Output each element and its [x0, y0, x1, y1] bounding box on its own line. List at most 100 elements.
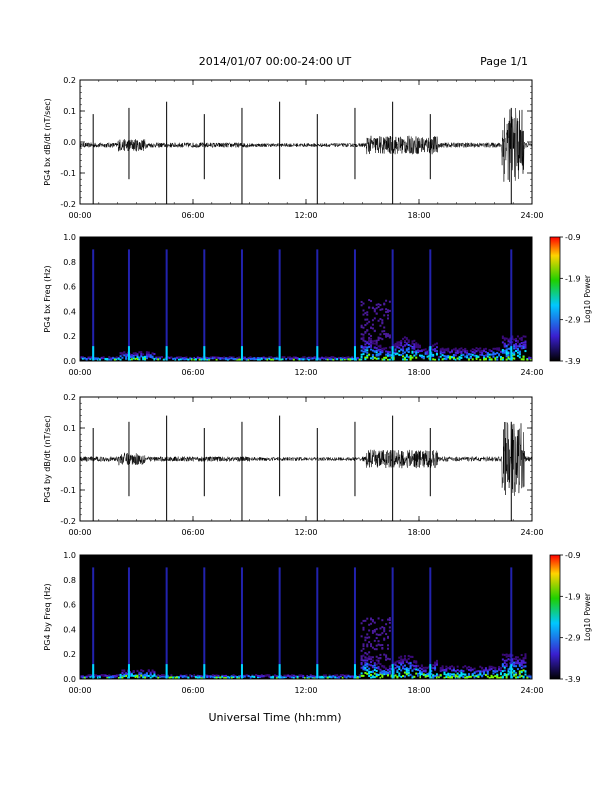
spectrogram-cell [405, 349, 408, 352]
spectrogram-cell [411, 356, 414, 359]
bx-spectrogram-panel: -0.9 -1.9 -2.9 -3.9 Log10 Power 1.0 0.8 0.6 0.4 0… [43, 233, 592, 377]
spectrogram-cell [460, 354, 463, 357]
spectrogram-cell [236, 676, 239, 679]
spectrogram-cell [503, 653, 506, 656]
spectrogram-cell [481, 353, 484, 356]
spectrogram-cell [375, 663, 378, 666]
spectrogram-cell [443, 355, 446, 358]
spectrogram-cell [132, 670, 135, 673]
spectrogram-cell [402, 337, 405, 340]
spectrogram-cell [435, 352, 438, 355]
spectrogram-cell [358, 675, 361, 678]
spectrogram-cell [505, 673, 508, 676]
spectrogram-cell [503, 669, 506, 672]
spectrogram-cell [424, 352, 427, 355]
spectrogram-cell [281, 356, 284, 359]
spectrogram-cell [371, 665, 374, 668]
spectrogram-cell [439, 352, 442, 355]
spectrogram-cell [377, 633, 380, 636]
spectrogram-cell [219, 357, 222, 360]
spectrogram-cell [385, 356, 388, 359]
spectrogram-cell [321, 676, 324, 679]
spectrogram-cell [136, 669, 139, 672]
spectrogram-cell [134, 357, 137, 360]
spectrogram-cell [336, 674, 339, 677]
spectrogram-cell [324, 674, 327, 677]
spectrogram-cell [518, 672, 521, 675]
spectrogram-cell [507, 655, 510, 658]
spectrogram-cell [451, 355, 454, 358]
spectrogram-cell [420, 665, 423, 668]
spectrogram-cell [528, 357, 531, 360]
spectrogram-cell [524, 341, 527, 344]
spectrogram-cell [341, 674, 344, 677]
spectrogram-cell [292, 674, 295, 677]
spectrogram-cell [266, 358, 269, 361]
spectrogram-cell [449, 676, 452, 679]
spectrogram-cell [185, 674, 188, 677]
spectrogram-cell [462, 673, 465, 676]
spectrogram-cell [147, 674, 150, 677]
spectrogram-cell [522, 665, 525, 668]
spectrogram-cell [494, 358, 497, 361]
spectrogram-cell [403, 675, 406, 678]
spectrogram-cell [123, 351, 126, 354]
spectrogram-cell [351, 675, 354, 678]
spectrogram-cell [518, 337, 521, 340]
x-axis-label: Universal Time (hh:mm) [209, 711, 342, 724]
spectrogram-cell [426, 352, 429, 355]
spectrogram-cell [370, 337, 373, 340]
spectrogram-cell [260, 674, 263, 677]
waveform-line [79, 421, 533, 496]
spectrogram-cell [159, 357, 162, 360]
spectrogram-cell [526, 358, 529, 361]
spectrogram-cell [370, 300, 373, 303]
spectrogram-cell [386, 334, 389, 337]
spectrogram-cell [452, 348, 455, 351]
spectrogram-cell [434, 348, 437, 351]
spectrogram-cell [437, 674, 440, 677]
spectrogram-cell [513, 661, 516, 664]
spectrogram-cell [142, 353, 145, 356]
spectrogram-cell [226, 676, 229, 679]
spectrogram-cell [360, 655, 363, 658]
x-tick-label: 24:00 [520, 211, 543, 220]
spectrogram-cell [362, 347, 365, 350]
spectrogram-cell [507, 673, 510, 676]
spectrogram-cell [144, 358, 147, 361]
spectrogram-cell [505, 353, 508, 356]
spectrogram-cell [147, 669, 150, 672]
spectrogram-cell [403, 340, 406, 343]
spectrogram-cell [168, 676, 171, 679]
spectrogram-cell [383, 348, 386, 351]
spectrogram-cell [379, 644, 382, 647]
spectrogram-cell [145, 351, 148, 354]
spectrogram-cell [270, 676, 273, 679]
spectrogram-spike-core [127, 664, 130, 679]
spectrogram-cell [381, 632, 384, 635]
spectrogram-cell [386, 644, 389, 647]
spectrogram-spike-core [429, 664, 432, 679]
spectrogram-cell [445, 673, 448, 676]
spectrogram-cell [505, 349, 508, 352]
spectrogram-cell [402, 675, 405, 678]
spectrogram-cell [503, 665, 506, 668]
spectrogram-cell [360, 324, 363, 327]
spectrogram-cell [345, 356, 348, 359]
spectrogram-cell [174, 676, 177, 679]
spectrogram-cell [253, 675, 256, 678]
spectrogram-cell [503, 344, 506, 347]
spectrogram-cell [486, 675, 489, 678]
spectrogram-cell [366, 669, 369, 672]
spectrogram-cell [232, 675, 235, 678]
spectrogram-cell [424, 348, 427, 351]
spectrogram-cell [402, 667, 405, 670]
spectrogram-cell [85, 675, 88, 678]
spectrogram-cell [420, 671, 423, 674]
spectrogram-cell [140, 352, 143, 355]
spectrogram-cell [306, 674, 308, 677]
spectrogram-cell [405, 355, 408, 358]
spectrogram-cell [87, 674, 90, 677]
spectrogram-cell [515, 350, 518, 353]
spectrogram-cell [153, 673, 156, 676]
